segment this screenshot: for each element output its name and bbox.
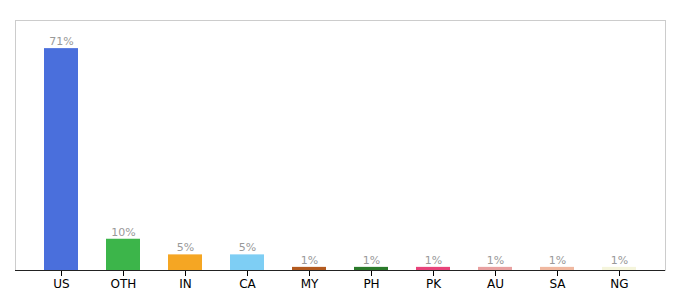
svg-text:1%: 1%	[611, 254, 628, 267]
svg-text:NG: NG	[610, 277, 628, 291]
svg-text:US: US	[53, 277, 69, 291]
svg-text:SA: SA	[549, 277, 566, 291]
svg-text:10%: 10%	[111, 226, 135, 239]
svg-text:5%: 5%	[239, 241, 256, 254]
svg-text:PK: PK	[426, 277, 442, 291]
svg-text:PH: PH	[363, 277, 379, 291]
svg-text:1%: 1%	[363, 254, 380, 267]
svg-text:AU: AU	[487, 277, 504, 291]
svg-text:MY: MY	[301, 277, 319, 291]
svg-text:IN: IN	[179, 277, 192, 291]
svg-text:OTH: OTH	[111, 277, 137, 291]
svg-text:1%: 1%	[549, 254, 566, 267]
svg-text:5%: 5%	[177, 241, 194, 254]
svg-text:1%: 1%	[487, 254, 504, 267]
svg-text:71%: 71%	[49, 35, 73, 48]
svg-text:1%: 1%	[425, 254, 442, 267]
svg-text:CA: CA	[239, 277, 256, 291]
svg-text:1%: 1%	[301, 254, 318, 267]
